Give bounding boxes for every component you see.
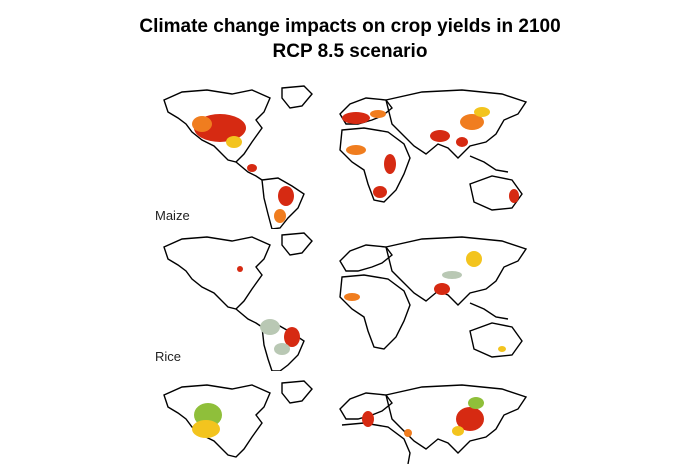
rice-impact-south-brazil	[274, 343, 290, 355]
rice-impact-india	[434, 283, 450, 295]
maize-impact-northeast-china	[474, 107, 490, 117]
north-america-outline	[163, 89, 271, 163]
third-impact-north-china	[468, 397, 484, 409]
maize-impact-india	[430, 130, 450, 142]
rice-impact-australia	[498, 346, 506, 352]
third-impact-south-china	[452, 426, 464, 436]
north-america-outline	[163, 236, 271, 310]
chart-title: Climate change impacts on crop yields in…	[0, 14, 700, 64]
third-impact-us	[192, 420, 220, 438]
rice-world-map	[163, 232, 528, 371]
third-impact-europe	[362, 411, 374, 427]
rice-impact-us	[237, 266, 243, 272]
maize-impact-europe	[342, 112, 370, 124]
southeast-asia-outline	[469, 155, 509, 173]
rice-impact-central-asia	[442, 271, 462, 279]
greenland-outline	[281, 380, 313, 404]
africa-outline	[339, 127, 411, 203]
asia-outline	[385, 236, 528, 306]
africa-outline	[341, 422, 411, 464]
rice-map-panel: Rice	[152, 231, 544, 371]
maize-impact-east-africa	[384, 154, 396, 174]
maize-impact-west-africa	[346, 145, 366, 155]
europe-outline	[339, 244, 393, 272]
maize-impact-china	[460, 114, 484, 130]
maize-impact-central-america	[247, 164, 257, 172]
asia-outline	[385, 89, 528, 159]
maize-map-panel: Maize	[152, 84, 544, 229]
south-america-outline	[261, 177, 305, 229]
maize-impact-southeast-asia	[456, 137, 468, 147]
north-america-outline	[163, 384, 271, 458]
title-line-1: Climate change impacts on crop yields in…	[139, 16, 561, 37]
title-line-2: RCP 8.5 scenario	[272, 41, 428, 62]
panel-label-rice: Rice	[155, 349, 182, 364]
third-crop-map-panel	[152, 379, 544, 464]
rice-impact-east-brazil	[284, 327, 300, 347]
southeast-asia-outline	[469, 302, 509, 320]
africa-outline	[339, 274, 411, 350]
greenland-outline	[281, 85, 313, 109]
europe-outline	[339, 392, 393, 420]
third-impact-middle-east	[404, 429, 412, 437]
maize-impact-brazil	[278, 186, 294, 206]
maize-impact-eastern-europe	[370, 110, 386, 118]
maize-impact-south-africa	[373, 186, 387, 198]
maize-impact-us-west	[192, 116, 212, 132]
third-impact-china	[456, 407, 484, 431]
central-america-outline	[235, 308, 263, 328]
rice-impact-china	[466, 251, 482, 267]
rice-impact-west-africa	[344, 293, 360, 301]
australia-outline	[469, 322, 523, 358]
third-crop-world-map	[163, 380, 528, 464]
maize-impact-australia	[509, 189, 519, 203]
greenland-outline	[281, 232, 313, 256]
europe-outline	[339, 97, 393, 125]
asia-outline	[385, 384, 528, 454]
rice-impact-amazon	[260, 319, 280, 335]
maize-impact-argentina	[274, 209, 286, 223]
maize-impact-mexico	[226, 136, 242, 148]
central-america-outline	[235, 161, 263, 181]
panel-label-maize: Maize	[155, 208, 190, 223]
maize-world-map	[163, 85, 528, 229]
